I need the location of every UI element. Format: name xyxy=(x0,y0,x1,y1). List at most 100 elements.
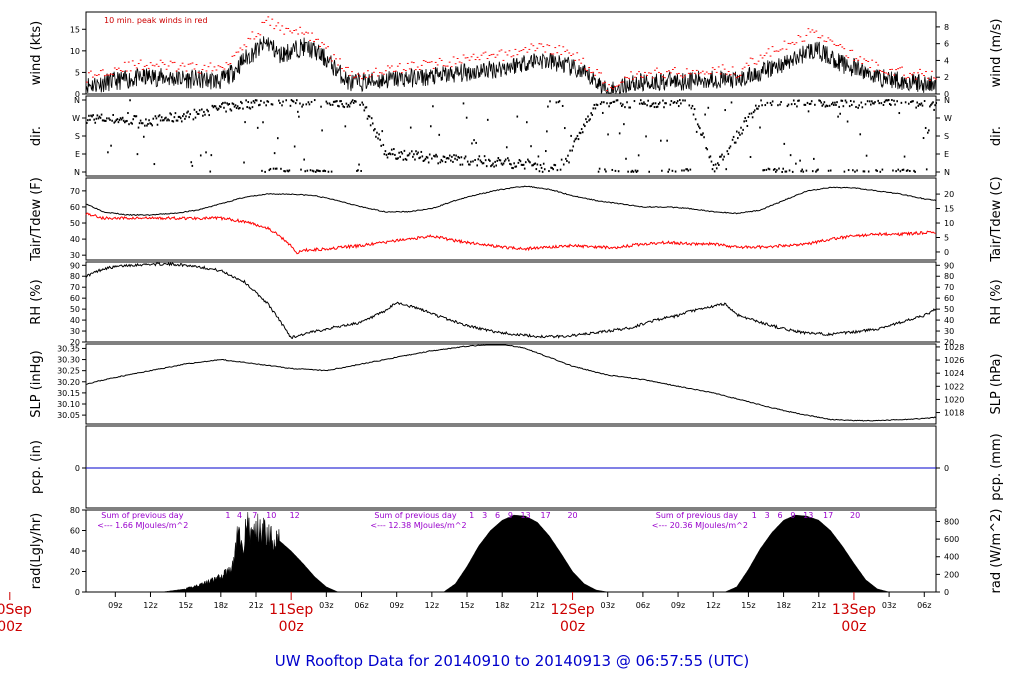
dir-point xyxy=(442,155,445,158)
dir-point xyxy=(171,120,174,123)
dir-point xyxy=(599,102,602,105)
dir-point xyxy=(558,100,561,103)
dir-point xyxy=(885,99,888,102)
dir-point xyxy=(740,126,742,129)
dir-point xyxy=(328,102,331,105)
dir-point xyxy=(569,149,571,152)
dir-point xyxy=(91,115,93,118)
dir-point xyxy=(375,135,377,138)
tick-label-right-slp: 1018 xyxy=(944,409,964,418)
dir-point xyxy=(613,100,616,103)
dir-point xyxy=(245,99,247,102)
dir-point xyxy=(842,105,845,108)
dir-point xyxy=(496,159,499,162)
dir-point xyxy=(318,169,320,172)
dir-point xyxy=(575,137,578,140)
dir-point xyxy=(915,106,917,109)
ylabel-left-temp: Tair/Tdew (F) xyxy=(29,177,44,262)
dir-point xyxy=(177,115,180,118)
dir-point xyxy=(556,169,559,172)
dir-point xyxy=(920,102,923,105)
dir-point xyxy=(795,162,797,165)
dir-point xyxy=(738,131,740,134)
dir-point xyxy=(849,99,852,102)
dir-point xyxy=(813,157,815,160)
dir-point xyxy=(480,160,483,163)
dir-point xyxy=(419,156,422,159)
dir-point xyxy=(662,99,664,102)
dir-point xyxy=(485,165,488,168)
tick-label-right-rad: 600 xyxy=(944,535,959,544)
tick-label-left-rad: 20 xyxy=(70,568,80,577)
dir-point xyxy=(490,165,492,168)
dir-point xyxy=(616,99,619,102)
dir-point xyxy=(321,129,323,132)
dir-point xyxy=(633,100,636,103)
dir-point xyxy=(579,132,582,135)
dir-point xyxy=(584,125,586,128)
tick-label-right-dir: N xyxy=(944,96,950,105)
dir-point xyxy=(418,157,420,160)
dir-point xyxy=(278,99,280,102)
dir-point xyxy=(128,123,130,126)
dir-point xyxy=(155,117,158,120)
dir-point xyxy=(332,100,335,103)
dir-point xyxy=(597,170,600,173)
dir-point xyxy=(232,103,235,106)
tick-label-left-temp: 60 xyxy=(70,203,80,212)
dir-point xyxy=(879,170,882,173)
dir-point xyxy=(183,113,185,116)
local-hour-mark: 12 xyxy=(290,511,300,520)
dir-point xyxy=(482,162,485,165)
tick-label-right-wind: 2 xyxy=(944,73,949,82)
dir-point xyxy=(146,124,148,127)
dir-point xyxy=(204,113,206,116)
tick-label-right-wind: 6 xyxy=(944,40,949,49)
local-hour-mark: 9 xyxy=(508,511,513,520)
dir-point xyxy=(130,121,132,124)
dir-point xyxy=(164,117,166,120)
dir-point xyxy=(398,151,400,154)
dir-point xyxy=(871,100,873,103)
dir-point xyxy=(320,105,322,108)
dir-point xyxy=(650,104,653,107)
dir-point xyxy=(801,168,804,171)
dir-point xyxy=(384,150,387,153)
tick-label-left-slp: 30.05 xyxy=(57,411,80,420)
dir-point xyxy=(198,109,201,112)
dir-point xyxy=(808,103,811,106)
dir-point xyxy=(284,170,286,173)
dir-point xyxy=(547,105,549,108)
tick-label-left-dir: N xyxy=(74,96,80,105)
dir-point xyxy=(603,101,605,104)
dir-point xyxy=(241,102,243,105)
dir-point xyxy=(722,158,724,161)
dir-point xyxy=(405,158,408,161)
dir-point xyxy=(865,154,868,157)
dir-point xyxy=(493,165,495,168)
dir-point xyxy=(827,169,830,172)
dir-point xyxy=(698,125,700,128)
dir-point xyxy=(436,155,438,158)
dir-point xyxy=(872,102,874,105)
dir-point xyxy=(416,153,418,156)
dir-point xyxy=(762,169,764,172)
dir-point xyxy=(628,106,630,109)
dir-point xyxy=(221,103,223,106)
dir-point xyxy=(178,115,181,118)
dir-point xyxy=(387,152,390,155)
tick-label-left-pcp: 0 xyxy=(75,464,80,473)
dir-point xyxy=(909,170,911,173)
dir-point xyxy=(415,150,417,153)
tick-label-left-wind: 10 xyxy=(70,47,80,56)
dir-point xyxy=(907,102,910,105)
local-hour-mark: 17 xyxy=(823,511,833,520)
dir-point xyxy=(133,114,136,117)
dir-point xyxy=(225,110,227,113)
dir-point xyxy=(666,139,668,142)
tick-label-left-wind: 15 xyxy=(70,25,80,34)
dir-point xyxy=(138,122,141,125)
dir-point xyxy=(92,114,94,117)
dir-point xyxy=(448,154,451,157)
